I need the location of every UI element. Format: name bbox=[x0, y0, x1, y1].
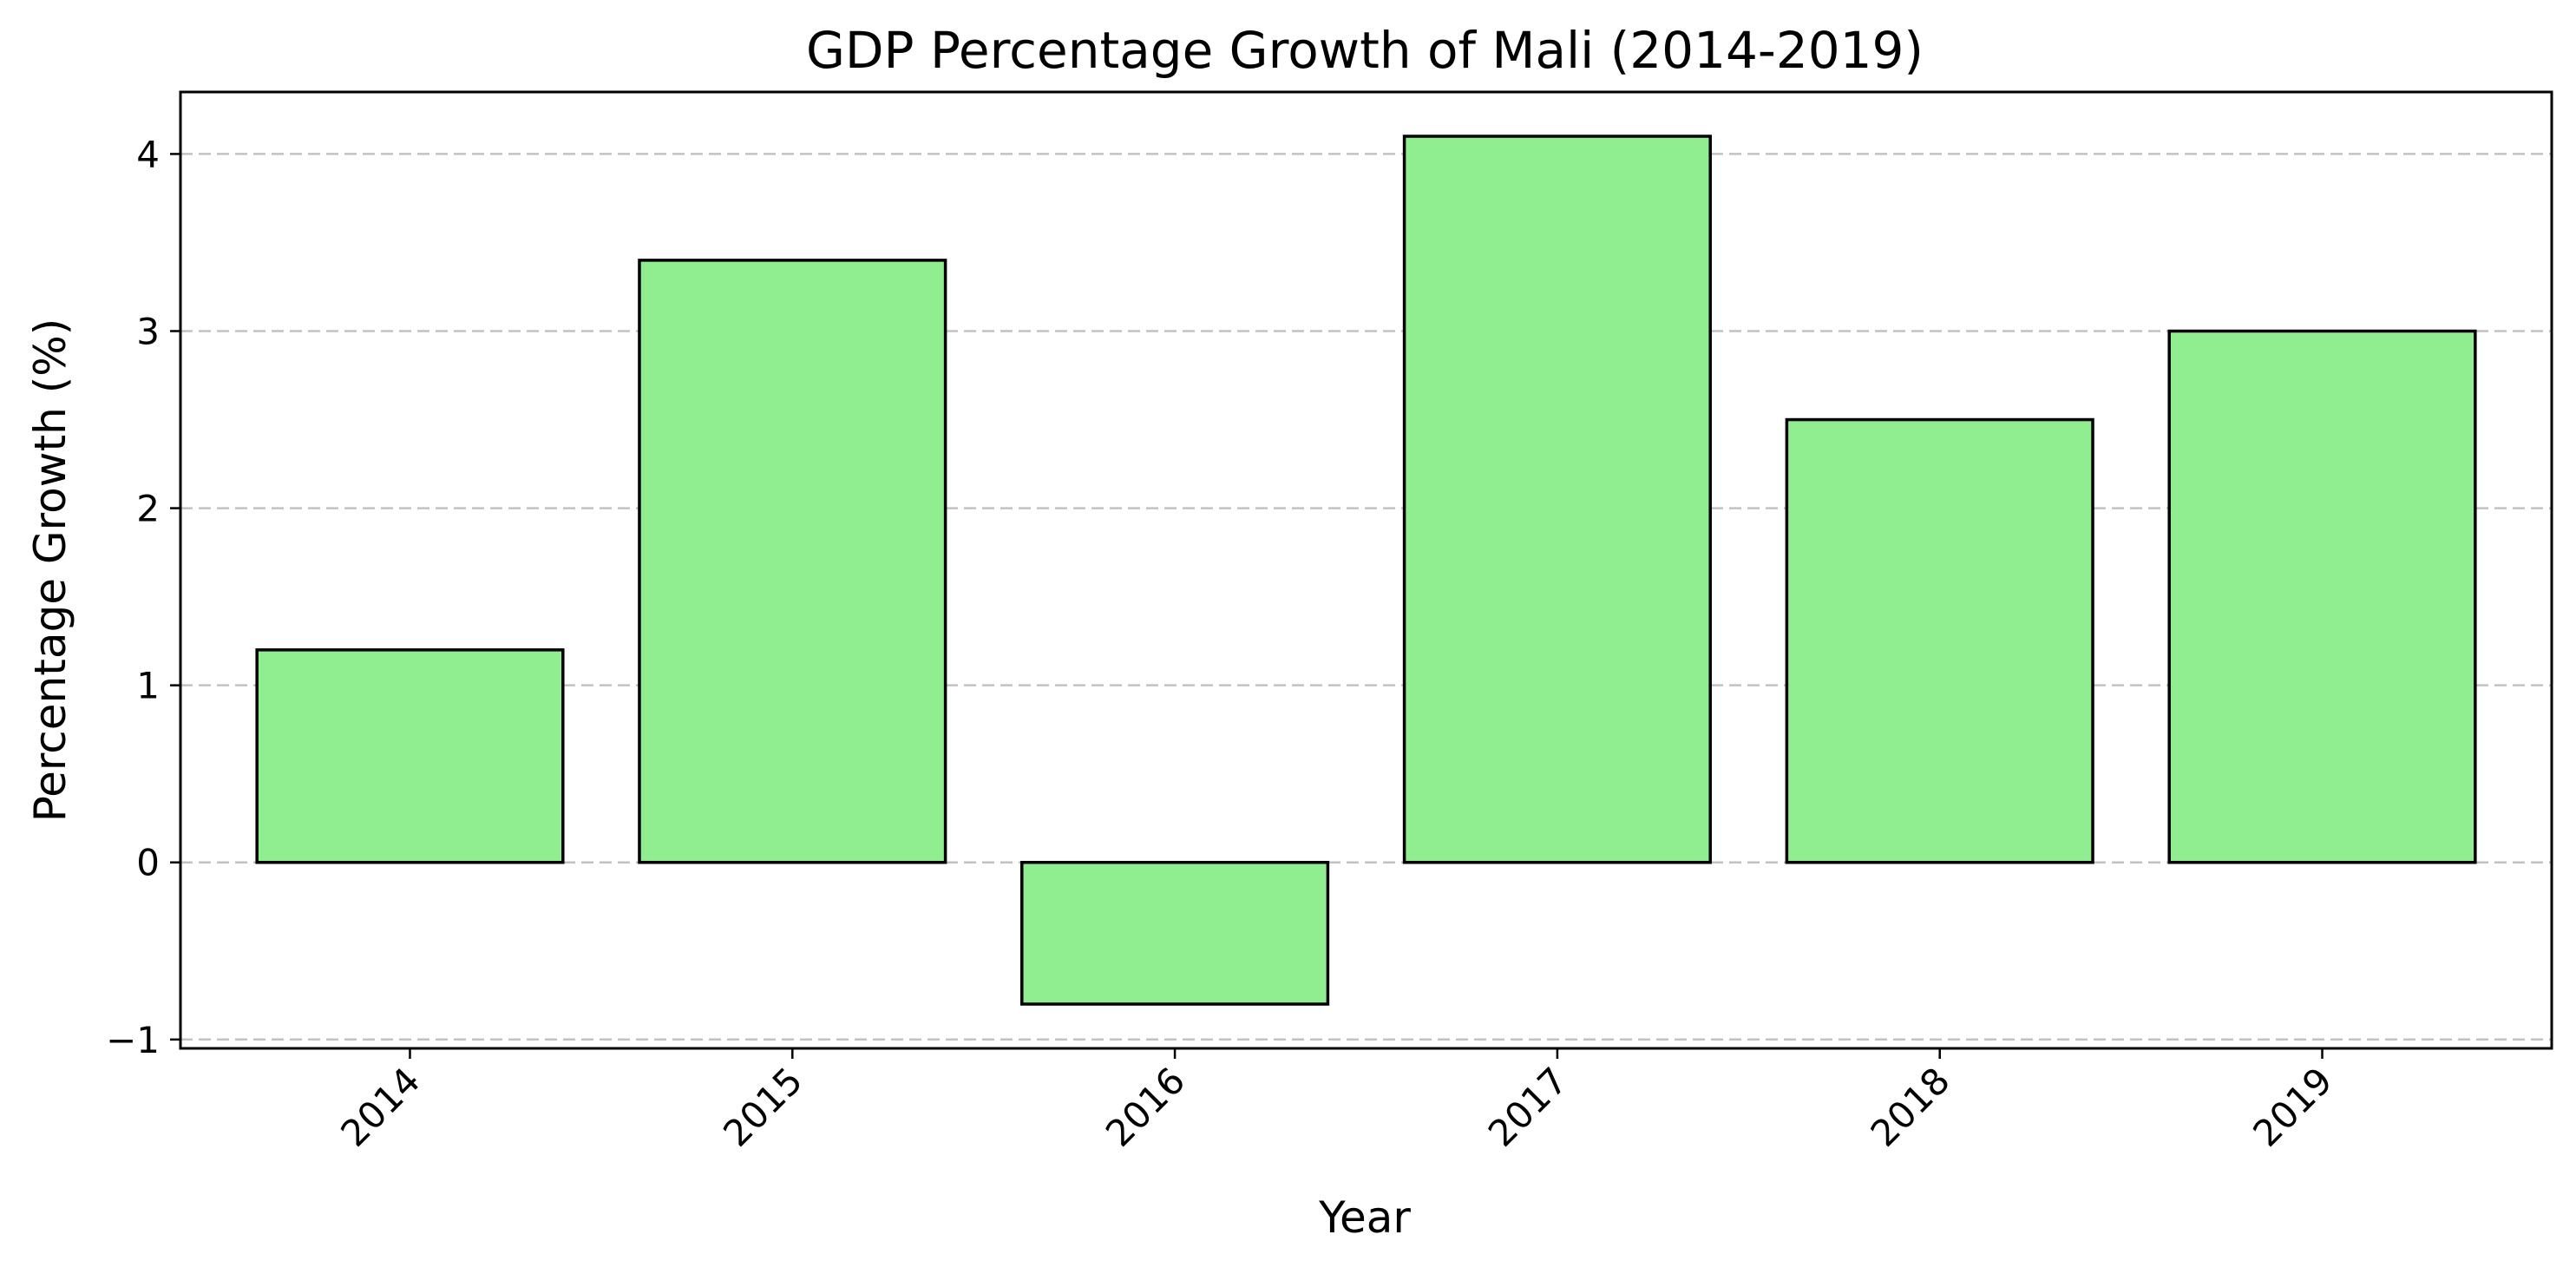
bar-2014 bbox=[255, 648, 565, 864]
y-tick-label: 1 bbox=[136, 665, 160, 707]
x-tick-label: 2017 bbox=[1480, 1059, 1576, 1154]
gridlines bbox=[180, 153, 2552, 1041]
bar-2016 bbox=[1020, 860, 1330, 1006]
plot-frame bbox=[179, 90, 2553, 1050]
y-tick-label: 4 bbox=[136, 133, 160, 175]
bars bbox=[255, 135, 2477, 1006]
x-tick-label: 2018 bbox=[1863, 1059, 1958, 1154]
y-tick-label: 2 bbox=[136, 488, 160, 530]
bar-2015 bbox=[638, 259, 947, 864]
y-axis-label: Percentage Growth (%) bbox=[25, 318, 75, 823]
bar-2018 bbox=[1785, 417, 2094, 864]
chart-title: GDP Percentage Growth of Mali (2014-2019… bbox=[806, 21, 1924, 80]
x-axis-ticks: 2014 2015 2016 2017 2018 2019 bbox=[332, 1048, 2341, 1155]
x-axis-label: Year bbox=[1318, 1192, 1411, 1243]
x-tick-label: 2019 bbox=[2245, 1059, 2340, 1154]
x-tick-label: 2014 bbox=[332, 1059, 428, 1154]
y-tick-label: 0 bbox=[136, 842, 160, 884]
y-tick-label: 3 bbox=[136, 311, 160, 353]
x-tick-label: 2016 bbox=[1098, 1059, 1193, 1154]
y-tick-label: −1 bbox=[106, 1019, 160, 1061]
bar-2019 bbox=[2167, 329, 2477, 864]
y-axis-ticks: −1 0 1 2 3 4 bbox=[106, 133, 180, 1061]
x-tick-label: 2015 bbox=[715, 1059, 810, 1154]
bar-2017 bbox=[1402, 135, 1712, 864]
